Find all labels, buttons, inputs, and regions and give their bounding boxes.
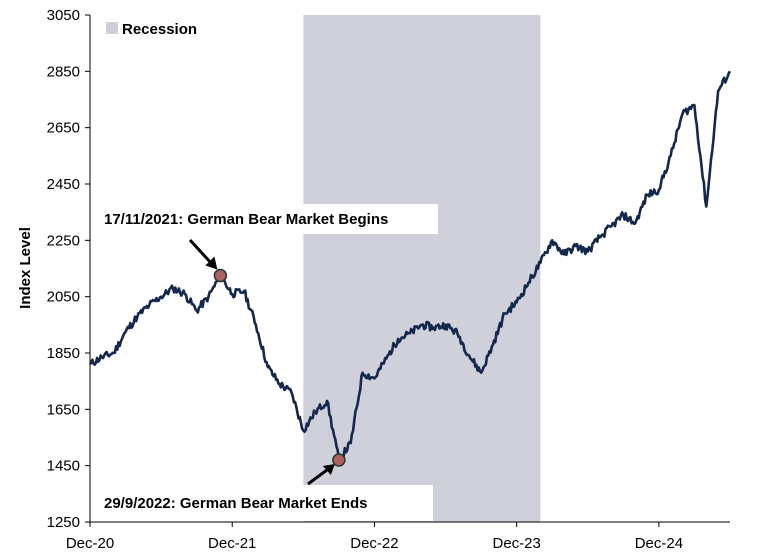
x-tick-label: Dec-20 <box>66 535 114 552</box>
annotation-arrow-begin <box>188 238 215 267</box>
y-tick-label: 1450 <box>47 458 80 475</box>
annotation-marker-begin <box>213 268 228 283</box>
y-ticks: 1250 1450 1650 1850 2050 2250 2450 2650 2850 3050 <box>47 7 90 531</box>
y-axis-title: Index Level <box>17 227 34 309</box>
series-layer <box>88 70 732 462</box>
annotation-arrowhead-begin <box>205 256 218 270</box>
y-tick-label: 2250 <box>47 232 80 249</box>
y-tick-label: 3050 <box>47 7 80 24</box>
series-line <box>88 70 732 462</box>
x-tick-label: Dec-23 <box>492 535 540 552</box>
annotation-label-end: 29/9/2022: German Bear Market Ends <box>104 495 367 512</box>
annotation-marker-end <box>332 453 346 467</box>
y-tick-label: 1650 <box>47 401 80 418</box>
legend: Recession <box>106 21 197 38</box>
x-tick-label: Dec-21 <box>208 535 256 552</box>
recession-band-layer <box>303 15 541 522</box>
x-ticks: Dec-20 Dec-21 Dec-22 Dec-23 Dec-24 <box>66 522 683 552</box>
annotation-box-end <box>98 485 433 521</box>
legend-swatch-recession <box>106 22 118 34</box>
annotations-layer: 17/11/2021: German Bear Market Begins 29/… <box>98 204 438 521</box>
annotation-arrowhead-end <box>322 464 335 476</box>
x-tick-label: Dec-24 <box>635 535 683 552</box>
y-tick-label: 1250 <box>47 514 80 531</box>
y-tick-label: 2050 <box>47 289 80 306</box>
legend-label-recession: Recession <box>122 21 197 38</box>
y-tick-label: 2650 <box>47 120 80 137</box>
axes <box>89 15 730 523</box>
y-tick-label: 1850 <box>47 345 80 362</box>
y-tick-label: 2450 <box>47 176 80 193</box>
annotation-box-begin <box>98 204 438 234</box>
y-tick-label: 2850 <box>47 63 80 80</box>
recession-band <box>303 15 541 522</box>
x-tick-label: Dec-22 <box>350 535 398 552</box>
annotation-label-begin: 17/11/2021: German Bear Market Begins <box>104 211 388 228</box>
